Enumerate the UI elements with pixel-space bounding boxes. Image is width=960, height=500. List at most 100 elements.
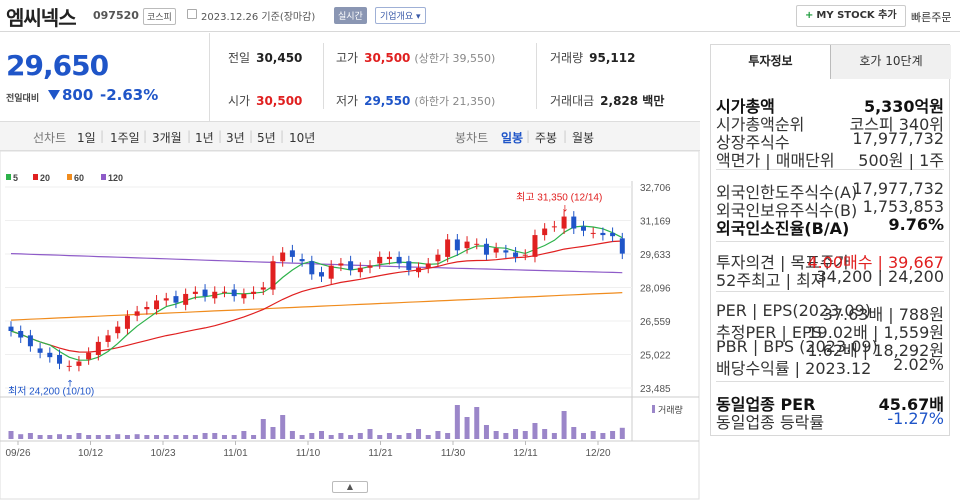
candle-body [95, 341, 101, 355]
volume-bar [105, 435, 111, 439]
candle-body [86, 352, 92, 360]
candle-body [76, 361, 82, 366]
x-tick-label: 12/11 [513, 448, 538, 459]
candle-body [386, 256, 392, 260]
separator: | [187, 129, 192, 143]
candle-body [474, 243, 480, 245]
x-tick-label: 11/01 [223, 448, 248, 459]
tab-orderbook[interactable]: 호가 10단계 [831, 45, 951, 79]
company-overview-dropdown[interactable]: 기업개요 ▾ [375, 7, 426, 24]
candle-daily[interactable]: 일봉 [501, 131, 524, 145]
volume-bar [289, 431, 295, 439]
volume-bar [542, 429, 548, 439]
x-tick-label: 10/23 [150, 448, 175, 459]
info-row-label: 외국인한도주식수(A) [716, 183, 858, 202]
range-5y[interactable]: 5년 [257, 131, 276, 145]
info-row: 시가총액 5,330억원 [716, 93, 944, 116]
add-mystock-label: MY STOCK 추가 [816, 10, 897, 21]
volume-bar [115, 434, 121, 439]
volume-bar [580, 433, 586, 439]
change-label: 전일대비 [6, 94, 40, 104]
candle-monthly[interactable]: 월봉 [572, 131, 595, 145]
chart-scroll-button[interactable]: ▲ [332, 481, 368, 493]
volume-bar [202, 433, 208, 439]
volume-bar [445, 433, 451, 439]
candle-body [212, 291, 218, 299]
candle-body [8, 326, 14, 331]
add-mystock-button[interactable]: + MY STOCK 추가 [796, 5, 906, 27]
range-3m[interactable]: 3개월 [152, 131, 182, 145]
info-row-value: 9.76% [888, 215, 944, 234]
stat-low: 저가 29,550 (하한가 21,350) [336, 92, 495, 109]
volume-bar [416, 429, 422, 439]
divider [536, 43, 537, 109]
info-row: 외국인보유주식수(B) 1,753,853 [716, 197, 944, 220]
candle-body [105, 335, 111, 342]
stat-label: 전일 [228, 51, 251, 65]
volume-bar [532, 423, 538, 439]
info-row: 액면가 | 매매단위 500원 | 1주 [716, 147, 944, 170]
stat-value: 29,550 [364, 94, 411, 108]
stat-value: 30,500 [256, 94, 303, 108]
candle-body [571, 216, 577, 229]
range-10y[interactable]: 10년 [289, 131, 316, 145]
separator: | [143, 129, 148, 143]
tab-investment-info[interactable]: 투자정보 [711, 45, 831, 79]
candle-body [231, 289, 237, 297]
info-row-value: 37.63배 | 788원 [822, 305, 944, 324]
separator: | [249, 129, 254, 143]
legend-label: 120 [108, 173, 123, 183]
volume-bar [406, 433, 412, 439]
volume-bar [212, 433, 218, 439]
volume-bar [192, 435, 198, 439]
info-row-label: 배당수익률 | 2023.12 [716, 359, 872, 378]
y-tick-label: 29,633 [640, 250, 671, 261]
volume-bar [386, 433, 392, 439]
candle-body [270, 261, 276, 290]
candle-body [124, 315, 130, 329]
info-row-label: 동일업종 PER [716, 395, 816, 414]
range-1y[interactable]: 1년 [195, 131, 214, 145]
info-row: 외국인한도주식수(A) 17,977,732 [716, 179, 944, 202]
candle-body [18, 330, 24, 338]
candle-body [280, 252, 286, 262]
volume-bar [95, 435, 101, 439]
info-row-label: PER | EPS(2023.09) [716, 301, 871, 320]
range-1d[interactable]: 1일 [77, 131, 96, 145]
candle-body [37, 348, 43, 353]
scroll-arrow-icon: ▲ [346, 482, 354, 491]
info-row: 추정PER | EPS 19.02배 | 1,559원 [716, 319, 944, 342]
price-stats: 전일 30,450 시가 30,500 고가 30,500 (상한가 39,550) 저… [210, 33, 700, 121]
volume-bar [18, 434, 24, 439]
range-1w[interactable]: 1주일 [110, 131, 140, 145]
row-divider [716, 241, 944, 242]
volume-bar [47, 435, 53, 439]
realtime-button[interactable]: 실시간 [334, 7, 367, 24]
price-chart[interactable]: 5 20 60 120 32,706 31,169 29,633 28,096 26,559 25… [0, 151, 700, 500]
range-3y[interactable]: 3년 [226, 131, 245, 145]
candle-body [202, 289, 208, 297]
volume-bar [134, 434, 140, 439]
candle-body [348, 261, 354, 270]
volume-bar [357, 433, 363, 439]
candle-weekly[interactable]: 주봉 [535, 131, 558, 145]
volume-bar [590, 431, 596, 439]
row-divider [716, 291, 944, 292]
legend-label: 60 [74, 173, 84, 183]
candle-body [600, 232, 606, 236]
investment-info-panel: 투자정보 호가 10단계 시가총액 5,330억원 시가총액순위 코스피 340위 상장… [710, 44, 951, 436]
legend-swatch [6, 174, 11, 180]
candle-body [619, 238, 625, 254]
candle-body [522, 254, 528, 256]
volume-bar [561, 411, 567, 439]
info-row-label: 시가총액 [716, 97, 775, 116]
volume-bar [8, 431, 14, 439]
quick-order-link[interactable]: 빠른주문 [911, 11, 952, 24]
legend-label: 5 [13, 173, 18, 183]
volume-bar [270, 427, 276, 439]
row-divider [716, 169, 944, 170]
volume-bar [76, 433, 82, 439]
price-change: 800 [48, 86, 93, 104]
candle-body [483, 243, 489, 255]
volume-bar [377, 435, 383, 439]
